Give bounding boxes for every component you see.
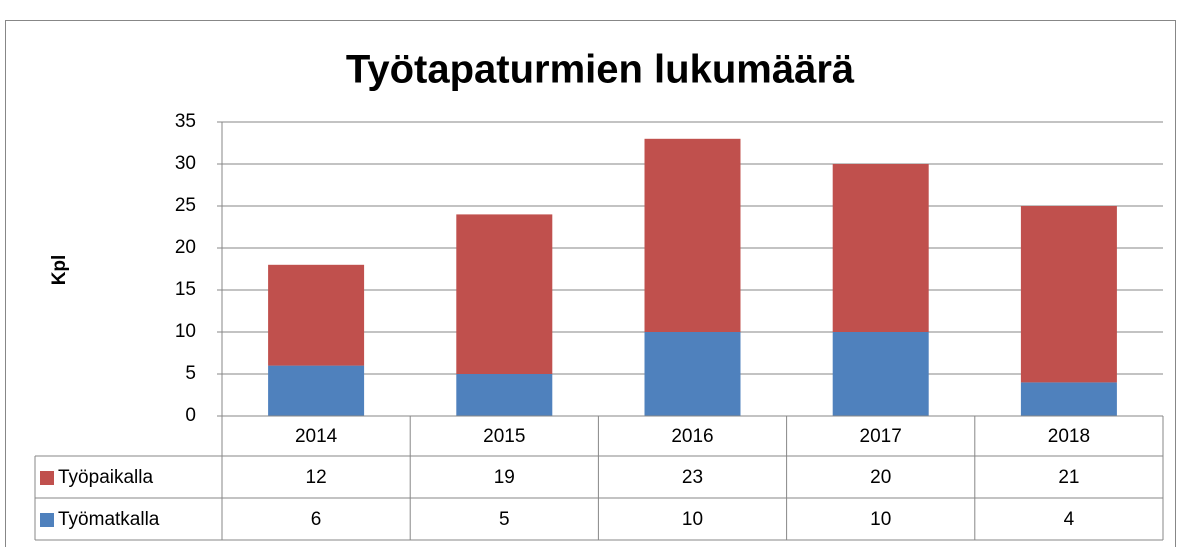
y-axis-label: Kpl <box>49 255 70 286</box>
x-tick-label: 2018 <box>1048 426 1090 447</box>
table-value: 21 <box>1058 467 1079 488</box>
chart-frame <box>5 20 1176 547</box>
table-value: 6 <box>311 509 322 530</box>
legend-swatch <box>40 513 54 527</box>
bar-segment <box>644 138 741 332</box>
bar-segment <box>268 264 365 366</box>
bar-segment <box>832 332 929 416</box>
legend-label: Työmatkalla <box>58 509 160 530</box>
bar-segment <box>644 332 741 416</box>
y-tick-label: 15 <box>175 279 196 300</box>
bar-segment <box>268 365 365 416</box>
y-tick-label: 10 <box>175 321 196 342</box>
table-value: 10 <box>682 509 703 530</box>
table-value: 23 <box>682 467 703 488</box>
y-tick-label: 35 <box>175 111 196 132</box>
y-tick-label: 30 <box>175 153 196 174</box>
x-tick-label: 2017 <box>860 426 902 447</box>
bar-segment <box>456 214 553 374</box>
x-tick-label: 2016 <box>671 426 713 447</box>
y-tick-label: 25 <box>175 195 196 216</box>
table-value: 10 <box>870 509 891 530</box>
x-tick-label: 2015 <box>483 426 525 447</box>
x-tick-label: 2014 <box>295 426 338 447</box>
table-value: 5 <box>499 509 510 530</box>
bar-segment <box>1020 206 1117 383</box>
table-value: 4 <box>1064 509 1075 530</box>
y-tick-label: 0 <box>185 405 196 426</box>
legend-swatch <box>40 471 54 485</box>
bar-segment <box>456 374 553 416</box>
table-value: 12 <box>306 467 327 488</box>
bar-segment <box>1020 382 1117 416</box>
y-tick-label: 20 <box>175 237 196 258</box>
bar-segment <box>832 164 929 332</box>
table-value: 20 <box>870 467 891 488</box>
legend-label: Työpaikalla <box>58 467 153 488</box>
chart-title: Työtapaturmien lukumäärä <box>346 48 855 92</box>
table-value: 19 <box>494 467 515 488</box>
y-tick-label: 5 <box>185 363 196 384</box>
